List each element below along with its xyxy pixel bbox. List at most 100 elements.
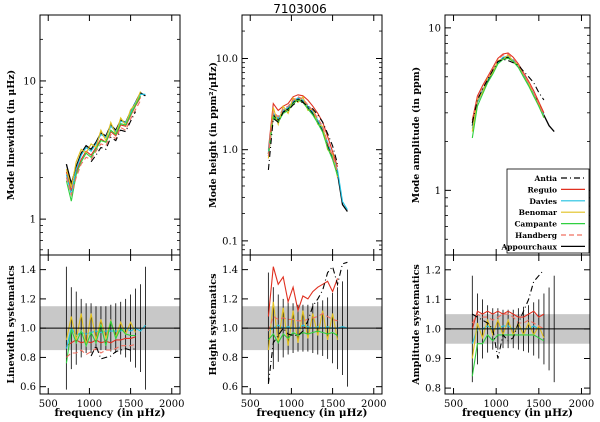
y-tick-label: 1.0: [425, 324, 441, 335]
panel-frame: [241, 14, 383, 256]
legend-label: Campante: [514, 220, 557, 229]
series-line-benomar: [65, 313, 136, 346]
legend-item: Handberg: [515, 231, 585, 240]
y-tick-label: 1.2: [222, 294, 238, 305]
series-line-handberg: [267, 96, 339, 172]
series-line-davies: [471, 325, 544, 344]
x-tick-label: 2000: [569, 399, 594, 410]
legend-label: Davies: [529, 197, 557, 206]
series-line-antia: [471, 58, 545, 124]
y-tick-label: 1: [30, 215, 36, 226]
x-tick-label: 500: [241, 399, 260, 410]
y-tick-label: 0.1: [222, 236, 238, 247]
series-line-handberg: [66, 343, 136, 358]
y-tick-label: 10: [23, 76, 36, 87]
legend-item: Antia: [534, 174, 585, 183]
legend-item: Appourchaux: [500, 242, 585, 251]
series-line-reguio: [267, 94, 339, 167]
y-tick-label: 1.0: [20, 324, 36, 335]
panel-frame: [39, 254, 181, 395]
series-line-benomar: [267, 95, 339, 178]
series-line-antia: [267, 100, 339, 170]
series-line-campante: [471, 333, 545, 377]
x-tick-label: 1000: [77, 399, 102, 410]
x-axis-label: frequency (in μHz): [462, 407, 573, 419]
series-line-reguio: [65, 97, 141, 192]
series-line-handberg: [65, 100, 141, 197]
y-axis-label: Mode linewidth (in μHz): [6, 70, 17, 200]
legend-label: Appourchaux: [500, 242, 557, 251]
y-tick-label: 1: [435, 186, 441, 197]
x-tick-label: 2000: [159, 399, 184, 410]
series-line-campante: [267, 330, 338, 344]
x-axis-label: frequency (in μHz): [257, 407, 368, 419]
series-line-antia: [472, 269, 545, 359]
legend-label: Benomar: [519, 208, 558, 217]
y-tick-label: 0.8: [20, 353, 36, 364]
y-tick-label: 0.8: [222, 353, 238, 364]
y-tick-label: 10: [428, 23, 441, 34]
series-line-davies: [65, 93, 146, 195]
series-line-reguio: [267, 266, 339, 317]
y-tick-label: 1.2: [20, 294, 36, 305]
series-line-reguio: [66, 336, 136, 347]
legend-label: Antia: [534, 174, 558, 183]
y-axis-label: Mode amplitude (in ppm): [411, 67, 422, 203]
panel-frame: [444, 254, 591, 395]
legend-item: Benomar: [519, 208, 585, 217]
series-line-antia: [90, 344, 136, 360]
y-axis-label: Height systematics: [208, 274, 219, 376]
series-line-benomar: [471, 318, 545, 359]
x-tick-label: 1000: [483, 399, 508, 410]
x-tick-label: 1000: [279, 399, 304, 410]
legend-item: Davies: [529, 197, 585, 206]
legend: Antia Reguio Davies Benomar Campante Handberg…: [500, 168, 590, 254]
series-line-reguio: [471, 52, 545, 121]
panel-bottom-left: 0.6 0.8 1.0 1.2 1.4 500 1000 1500 2000frequency …: [6, 254, 184, 419]
x-tick-label: 1500: [118, 399, 143, 410]
y-tick-label: 0.6: [20, 382, 36, 393]
series-line-reguio: [471, 310, 545, 330]
x-tick-label: 500: [39, 399, 58, 410]
panel-top-left: 1 10 Mode linewidth (in μHz): [6, 14, 181, 256]
x-tick-label: 500: [444, 399, 463, 410]
series-line-benomar: [267, 301, 339, 351]
y-tick-label: 0.9: [425, 354, 441, 365]
series-line-antia: [267, 261, 348, 384]
x-axis-label: frequency (in μHz): [55, 407, 166, 419]
x-tick-label: 1500: [526, 399, 551, 410]
figure-title: 7103006: [273, 2, 327, 16]
y-tick-label: 1.0: [222, 145, 238, 156]
legend-item: Campante: [514, 220, 585, 229]
series-line-campante: [65, 95, 141, 202]
series-line-benomar: [65, 91, 142, 188]
series-line-campante: [471, 57, 545, 139]
series-line-handberg: [471, 313, 545, 330]
y-tick-label: 1.4: [20, 265, 36, 276]
series-line-appourchaux: [471, 56, 555, 133]
legend-label: Handberg: [515, 231, 558, 240]
legend-label: Reguio: [527, 185, 557, 194]
x-tick-label: 2000: [361, 399, 386, 410]
y-tick-label: 10.0: [216, 54, 238, 65]
y-tick-label: 1.1: [425, 295, 441, 306]
series-line-handberg: [471, 53, 545, 124]
y-axis-label: Amplitude systematics: [411, 264, 422, 386]
y-tick-label: 1.2: [425, 265, 441, 276]
y-axis-label: Mode height (in ppm²/μHz): [208, 62, 219, 208]
series-line-campante: [267, 99, 339, 176]
y-tick-label: 0.8: [425, 384, 441, 395]
legend-item: Reguio: [527, 185, 585, 194]
panel-bottom-right: 0.8 0.9 1.0 1.1 1.2 500 1000 1500 2000frequency …: [411, 254, 594, 419]
series-line-campante: [65, 320, 136, 364]
series-line-davies: [267, 97, 348, 210]
y-axis-label: Linewidth systematics: [6, 265, 17, 383]
x-tick-label: 1500: [320, 399, 345, 410]
y-tick-label: 1.0: [222, 324, 238, 335]
panel-bottom-middle: 0.6 0.8 1.0 1.2 1.4 500 1000 1500 2000frequency …: [208, 254, 386, 419]
series-line-davies: [65, 324, 146, 349]
panel-frame: [241, 254, 383, 395]
y-tick-label: 1.4: [222, 265, 238, 276]
